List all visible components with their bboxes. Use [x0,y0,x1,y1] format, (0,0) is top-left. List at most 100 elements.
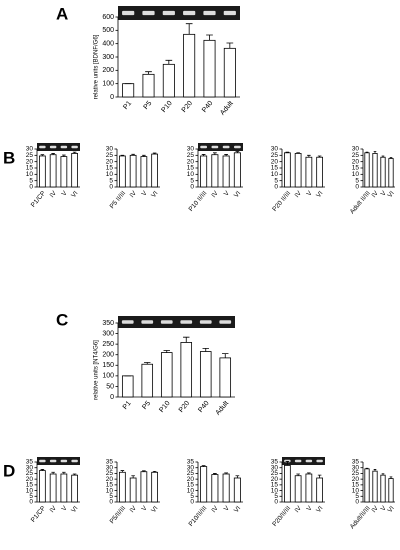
gel-band [39,145,46,149]
gel-band [211,145,219,149]
gel-band [203,10,216,16]
y-tick-label: 20 [26,158,34,165]
y-tick-label: 15 [187,482,195,489]
error-bar [317,155,322,158]
error-bar [142,154,146,157]
x-tick-label: IV [129,504,139,514]
y-tick-label: 25 [187,152,195,159]
x-tick-label: P5 [141,400,152,411]
x-tick-label: P20 [181,100,194,114]
bar [294,153,302,188]
y-tick-label: 0 [190,499,194,506]
gel-band [49,459,57,463]
bar [199,351,212,398]
y-tick-label: 150 [102,362,114,369]
error-bar [381,473,385,476]
x-tick-label: P10/II/III [188,505,209,528]
error-bar [381,155,385,158]
error-bar [365,467,369,469]
y-tick-label: 30 [271,464,279,471]
bar [140,156,148,188]
gel-band [71,145,78,149]
y-tick-label: 0 [109,184,113,191]
bar [222,155,230,188]
gel-band [183,10,196,16]
error-bar [213,152,217,155]
error-bar [235,151,240,153]
error-bar [285,151,290,153]
bar [140,471,148,503]
bar [71,153,78,188]
y-tick-label: 600 [102,14,114,21]
bar [372,153,378,188]
bar [200,466,208,503]
gel-image [37,457,80,465]
y-tick-label: 25 [271,152,279,159]
y-tick-label: 30 [352,464,360,471]
y-tick-label: 20 [352,158,360,165]
y-tick-label: 5 [355,177,359,184]
x-tick-label: IV [294,189,304,199]
y-tick-label: 10 [26,487,34,494]
error-bar [145,71,152,75]
error-bar [120,470,125,473]
error-bar [206,34,213,41]
x-tick-label: VI [387,190,396,199]
x-tick-label: VI [233,505,242,514]
gel-band [200,145,207,149]
y-tick-label: 5 [190,493,194,500]
y-tick-label: 5 [190,177,194,184]
x-tick-label: V [380,504,389,512]
gel-band [71,459,78,463]
y-tick-label: 20 [26,476,34,483]
bar [316,477,323,503]
y-tick-label: 20 [271,158,279,165]
bar [151,471,158,503]
x-tick-label: IV [210,189,220,199]
bar [160,352,173,398]
y-tick-label: 15 [187,165,195,172]
y-tick-label: 0 [29,499,33,506]
y-tick-label: 5 [109,177,113,184]
error-bar [389,476,393,479]
error-bar [152,152,157,155]
x-tick-label: P1 [122,400,133,411]
y-tick-label: 0 [110,394,114,401]
y-tick-label: 15 [271,165,279,172]
y-tick-label: 30 [106,146,114,153]
gel-band [60,145,68,149]
error-bar [226,42,234,49]
error-bar [40,469,45,471]
y-tick-label: 0 [274,499,278,506]
gel-band [294,459,302,463]
bar [39,155,46,188]
bar [49,473,57,503]
x-tick-label: P5/II/III [109,505,128,525]
y-tick-label: 5 [274,493,278,500]
gel-image [118,6,240,20]
x-tick-label: IV [371,504,381,514]
y-tick-label: 300 [102,330,114,337]
y-tick-label: 25 [26,470,34,477]
x-tick-label: P10 [158,400,171,414]
y-tick-label: 35 [352,459,360,466]
bar [200,155,208,188]
x-tick-label: P10 II/III [188,190,209,213]
x-tick-label: P10 [160,100,173,114]
x-tick-label: IV [129,189,139,199]
x-tick-label: V [141,504,150,512]
gel-band [142,10,155,16]
bar [151,153,158,188]
x-tick-label: P5 [143,100,154,111]
panel-letter: B [3,148,15,167]
y-tick-label: 5 [355,493,359,500]
bar [162,63,175,98]
gel-band [219,320,232,324]
x-tick-label: VI [387,505,396,514]
error-bar [389,157,393,159]
y-tick-label: 30 [26,146,34,153]
error-bar [224,154,228,156]
bar [49,154,57,188]
